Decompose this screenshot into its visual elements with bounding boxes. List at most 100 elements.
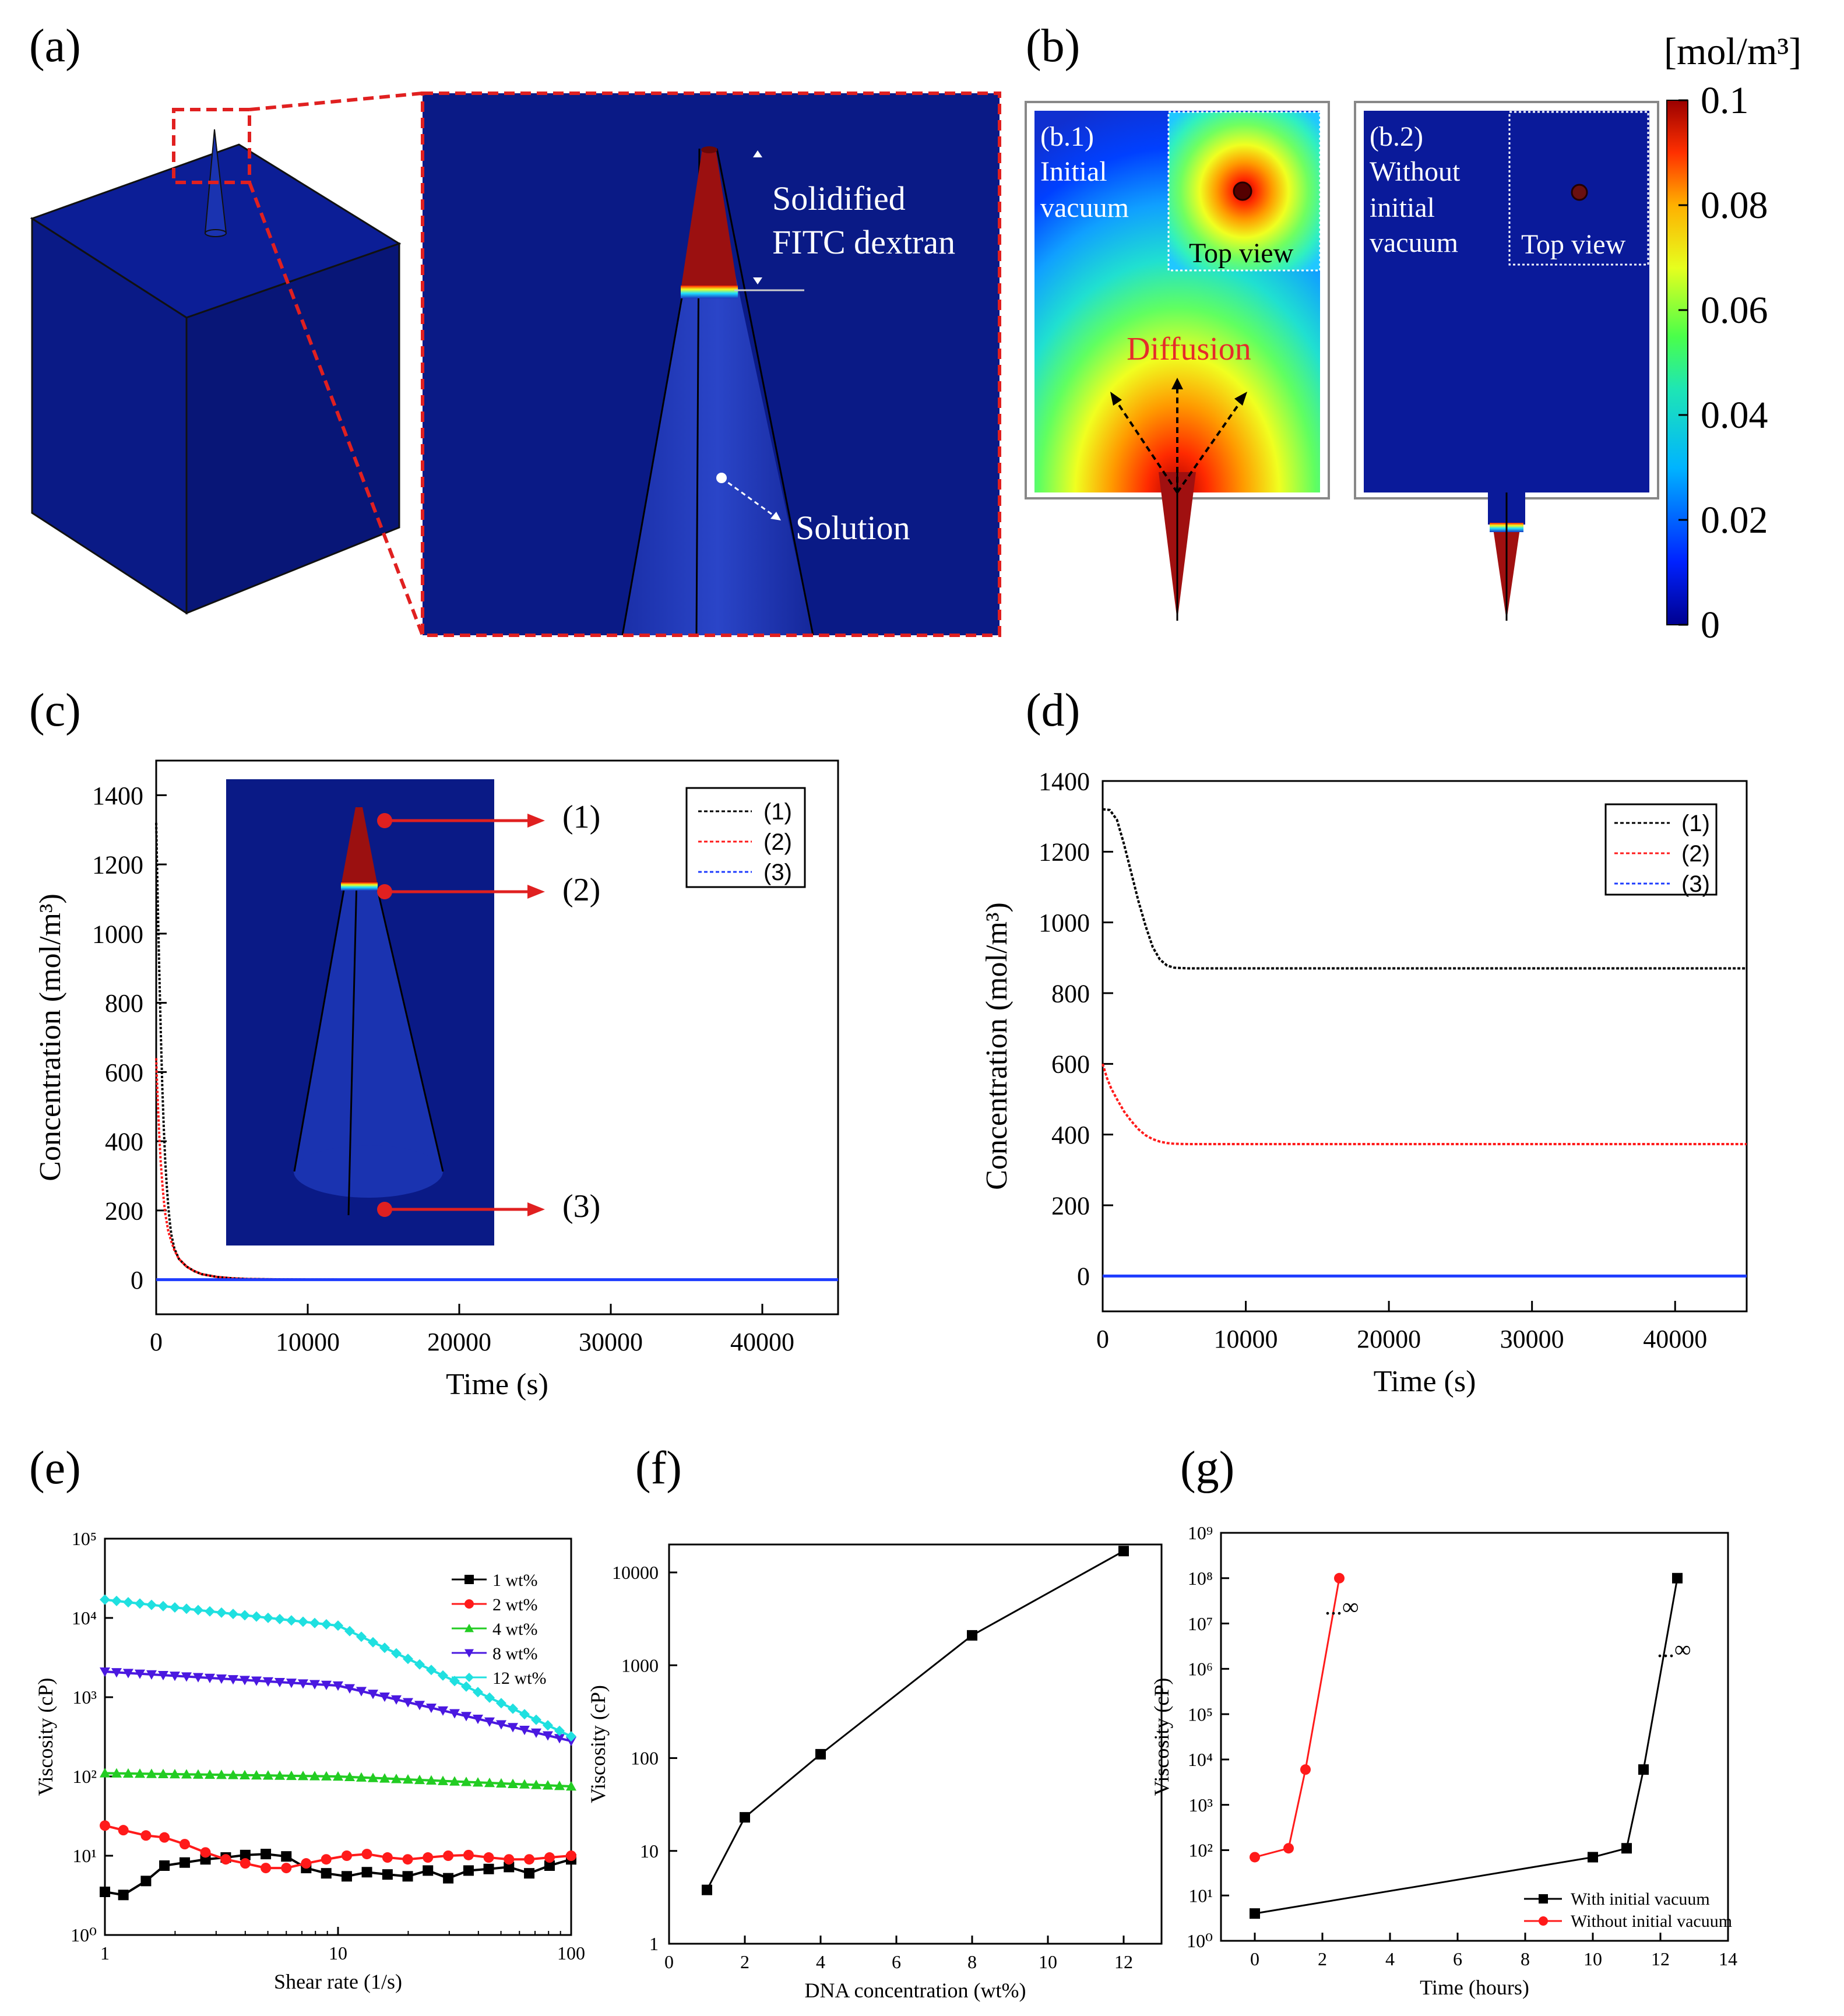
y-tick-label: 800 [105,989,143,1018]
panel-a: (a) Solidified FITC dextr [29,20,1001,637]
y-tick-label: 1200 [1039,838,1090,867]
y-tick-label: 10⁴ [1188,1749,1213,1770]
legend-entry: (3) [1681,871,1710,897]
series-line-1 [1102,808,1747,970]
legend-entry: 12 wt% [492,1669,547,1688]
colorbar-tick-label: 0.06 [1701,289,1768,332]
legend-entry: With initial vacuum [1571,1890,1710,1909]
data-point [205,1769,215,1779]
panel-d: (d) 0 10000 20000 30000 40000 0 200 400 600 800 10… [980,685,1748,1398]
data-point [702,1884,712,1895]
diffusion-label: Diffusion [1127,331,1251,367]
y-tick-label: 10⁵ [1188,1704,1213,1725]
y-tick-label: 10³ [1188,1795,1213,1816]
panel-b-label: (b) [1026,20,1080,72]
b2-label-line2: Without [1370,156,1461,187]
data-point [519,1779,530,1789]
x-tick-label: 10 [1039,1951,1057,1972]
data-point [240,1769,250,1779]
x-tick-label: 4 [816,1951,825,1972]
x-tick-label: 10000 [1214,1325,1278,1353]
data-point [1638,1764,1649,1775]
data-point [123,1597,133,1608]
y-tick-label: 1400 [1039,767,1090,796]
data-point [1588,1852,1598,1863]
x-tick-label: 100 [557,1943,585,1964]
y-axis-label: Viscosity (cP) [34,1678,57,1796]
data-point [158,1670,168,1681]
x-tick-label: 30000 [579,1328,643,1356]
data-point [531,1728,541,1738]
data-point [344,1684,355,1694]
data-point [508,1723,518,1733]
data-point [496,1778,506,1788]
data-point [403,1653,413,1665]
data-point [403,1698,413,1708]
data-point [123,1669,133,1679]
data-point [100,1820,110,1831]
data-point [298,1771,308,1781]
x-tick-label: 14 [1719,1948,1737,1969]
data-point [158,1600,168,1612]
b2-top-view-label: Top view [1521,229,1626,260]
data-point [566,1850,576,1861]
data-point [341,1871,352,1882]
y-axis-label: Concentration (mol/m³) [34,893,67,1181]
x-tick-label: 40000 [730,1328,794,1356]
y-tick-label: 10¹ [72,1845,97,1866]
legend-entry: (1) [763,799,792,825]
data-point [100,1594,110,1605]
b2-label-line4: vacuum [1370,227,1458,258]
series-line-2-wt% [104,1824,572,1870]
data-point [263,1677,273,1687]
data-point [543,1720,553,1731]
legend-entry: 2 wt% [492,1595,538,1614]
data-point [228,1675,238,1685]
data-point [170,1672,180,1681]
data-point [438,1706,448,1716]
data-point [473,1714,483,1725]
data-point [524,1868,535,1879]
data-point [181,1603,192,1614]
zoom-inset: Solidified FITC dextran Solution [423,93,1000,636]
y-tick-label: 1000 [621,1655,659,1676]
x-tick-label: 20000 [427,1328,491,1356]
data-point [463,1849,474,1860]
data-point [391,1774,402,1783]
b1-label-line2: Initial [1040,156,1107,187]
data-point [118,1825,129,1836]
label-fitc-dextran: FITC dextran [772,223,955,261]
x-tick-label: 30000 [1500,1325,1564,1353]
x-tick-label: 0 [150,1328,163,1356]
x-tick-label: 10 [1583,1948,1602,1969]
chart-c: 0 10000 20000 30000 40000 0 200 400 600 800 1000 12… [34,759,839,1401]
colorbar-unit: [mol/m³] [1664,30,1801,73]
y-tick-label: 10⁸ [1188,1568,1213,1589]
legend-marker [464,1624,474,1632]
data-point [740,1812,750,1823]
series-line-2 [1254,1578,1340,1858]
data-point [111,1595,122,1606]
data-point [443,1850,454,1861]
legend-marker [464,1575,474,1584]
data-point [484,1692,495,1703]
panel-d-label: (d) [1026,685,1080,736]
data-point [275,1614,285,1625]
data-point [321,1771,332,1781]
series-line-2 [155,1058,838,1281]
x-tick-label: 0 [1250,1948,1259,1969]
data-point [402,1854,413,1865]
x-axis-label: DNA concentration (wt%) [805,1979,1026,2002]
legend-box [1604,803,1718,896]
data-point [281,1851,292,1862]
y-axis-label: Viscosity (cP) [1150,1678,1173,1796]
y-tick-label: 1400 [92,782,143,810]
series-line-1-wt% [104,1853,572,1897]
data-point [443,1873,454,1884]
x-axis-label: Time (s) [1374,1365,1476,1398]
x-tick-label: 10 [329,1943,347,1964]
data-point [356,1772,367,1782]
x-tick-label: 10000 [276,1328,340,1356]
data-point [301,1858,312,1869]
y-tick-label: 10¹ [1188,1885,1213,1906]
